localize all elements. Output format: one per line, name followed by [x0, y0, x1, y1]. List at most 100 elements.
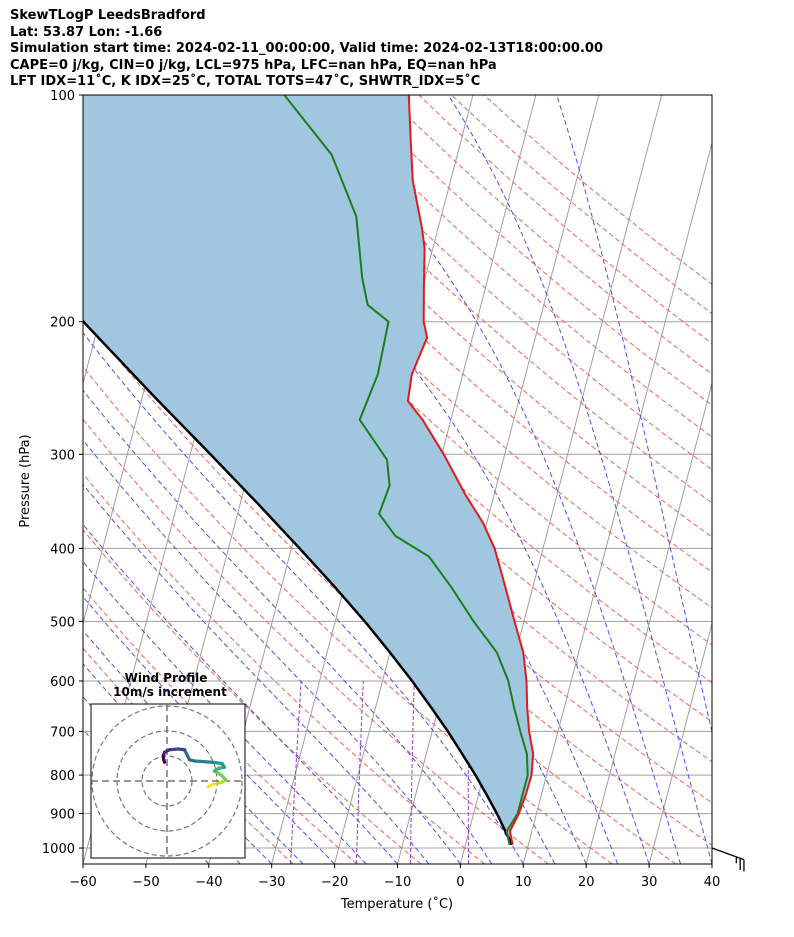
dry-adiabat — [125, 95, 712, 646]
wind-barb — [711, 394, 712, 396]
y-tick-label: 500 — [50, 615, 75, 630]
y-tick-label: 100 — [50, 89, 75, 104]
x-tick-label: 10 — [515, 875, 532, 890]
hodograph-segment — [162, 758, 167, 764]
axes: −60 −50 −40 −30 −20 −10 0 10 20 30 40 100 200 300 400 5… — [42, 89, 720, 890]
chart-header: SkewTLogP LeedsBradford Lat: 53.87 Lon: … — [10, 8, 603, 91]
y-tick-label: 1000 — [42, 842, 75, 857]
wind-barb — [711, 454, 712, 455]
dry-adiabat — [83, 587, 358, 864]
moist-adiabat — [182, 95, 650, 864]
y-tick-label: 200 — [50, 316, 75, 331]
isotherm — [522, 141, 712, 864]
wind-barb — [711, 813, 712, 815]
y-tick-label: 400 — [50, 542, 75, 557]
instability-indices-2: LFT IDX=11˚C, K IDX=25˚C, TOTAL TOTS=47˚… — [10, 74, 481, 89]
dry-adiabat — [83, 473, 485, 864]
moist-adiabat — [90, 95, 619, 864]
hodograph-segment — [182, 748, 192, 762]
isotherm — [83, 95, 97, 146]
wind-barb — [711, 847, 745, 872]
wind-barb — [711, 707, 712, 709]
profile-lines — [83, 95, 535, 846]
simulation-times: Simulation start time: 2024-02-11_00:00:… — [10, 41, 603, 56]
hodograph-subtitle: 10m/s increment — [113, 685, 227, 699]
y-tick-label: 900 — [50, 808, 75, 823]
x-tick-label: −60 — [69, 875, 96, 890]
wind-barb — [711, 621, 712, 623]
dry-adiabat — [288, 95, 712, 471]
wind-barb — [711, 794, 712, 796]
dry-adiabat — [83, 366, 613, 864]
mixing-ratio-line — [290, 680, 302, 864]
moist-adiabat — [83, 629, 304, 864]
wind-barbs-overflow — [711, 847, 745, 872]
y-tick-label: 600 — [50, 675, 75, 690]
wind-barb — [711, 140, 712, 142]
wind-barb — [711, 548, 712, 550]
isotherm — [585, 381, 712, 864]
y-axis-label: Pressure (hPa) — [18, 434, 33, 527]
x-tick-label: 20 — [578, 875, 595, 890]
moist-adiabat — [83, 560, 367, 864]
dry-adiabat — [190, 95, 712, 573]
x-tick-label: −30 — [258, 875, 285, 890]
dry-adiabat — [83, 529, 422, 864]
dry-adiabat — [83, 124, 712, 723]
isotherm — [648, 621, 712, 864]
x-tick-label: −40 — [195, 875, 222, 890]
moist-adiabat — [83, 523, 398, 864]
x-tick-label: 0 — [456, 875, 464, 890]
dry-adiabat — [83, 217, 712, 804]
temperature-line — [406, 95, 535, 845]
moist-adiabat — [83, 596, 335, 864]
cape-cin-shading — [83, 95, 534, 845]
y-tick-label: 800 — [50, 769, 75, 784]
moist-adiabat — [83, 439, 461, 864]
x-tick-label: −50 — [132, 875, 159, 890]
dry-adiabat — [83, 418, 549, 864]
wind-barb — [711, 775, 712, 776]
moist-adiabat — [83, 389, 493, 864]
wind-barb — [712, 338, 750, 349]
hodograph-segment — [200, 759, 214, 764]
x-tick-label: 30 — [641, 875, 658, 890]
dry-adiabat — [320, 95, 712, 438]
y-tick-label: 300 — [50, 448, 75, 463]
wind-barb — [711, 753, 712, 755]
cape-shading — [83, 95, 534, 845]
hodograph-segment — [210, 760, 224, 766]
x-tick-label: −20 — [321, 875, 348, 890]
moist-adiabat — [83, 483, 430, 864]
moist-adiabat — [83, 332, 524, 864]
x-tick-label: 40 — [704, 875, 721, 890]
wind-barb — [711, 586, 712, 588]
y-tick-label: 700 — [50, 725, 75, 740]
dry-adiabat — [83, 647, 294, 864]
station-coordinates: Lat: 53.87 Lon: -1.66 — [10, 24, 163, 40]
isotherm — [775, 95, 794, 864]
isotherm — [711, 862, 712, 864]
mixing-ratio-line — [409, 680, 415, 864]
hodograph-title: Wind Profile — [125, 671, 208, 685]
station-title: SkewTLogP LeedsBradford — [10, 8, 206, 23]
wind-barb — [711, 680, 712, 683]
dewpoint-line — [283, 95, 529, 846]
moist-adiabat — [556, 95, 712, 735]
wind-barb — [712, 228, 750, 239]
x-axis-label: Temperature (˚C) — [340, 896, 453, 912]
moist-adiabat — [447, 95, 712, 864]
x-tick-label: −10 — [384, 875, 411, 890]
wind-barbs — [711, 140, 750, 832]
instability-indices-1: CAPE=0 j/kg, CIN=0 j/kg, LCL=975 hPa, LF… — [10, 57, 497, 73]
wind-barb — [711, 731, 712, 733]
wind-barb — [712, 181, 750, 192]
wind-barb — [711, 504, 712, 506]
dry-adiabat — [158, 95, 712, 609]
wind-barb — [711, 652, 712, 655]
parcel-profile-line — [83, 319, 513, 846]
wind-barb — [712, 278, 750, 289]
dry-adiabat — [83, 170, 712, 763]
